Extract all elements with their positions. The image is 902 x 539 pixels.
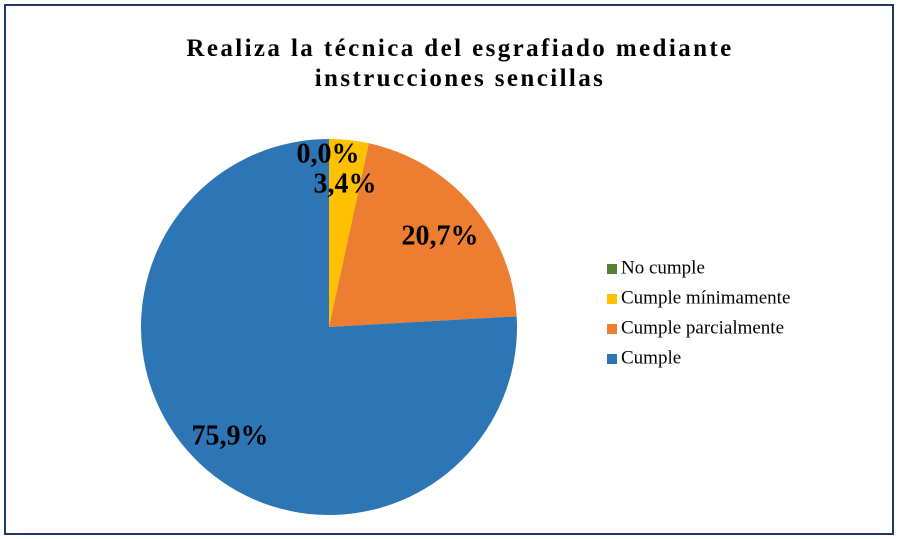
- legend-swatch: [607, 294, 617, 304]
- data-label: 3,4%: [314, 168, 377, 199]
- data-label: 75,9%: [192, 420, 269, 451]
- legend-label: No cumple: [621, 257, 705, 278]
- pie-slice: [329, 139, 369, 327]
- pie-slice: [140, 139, 517, 516]
- data-label: 20,7%: [402, 220, 479, 251]
- pie-slice: [329, 143, 517, 327]
- data-label: 0,0%: [297, 138, 360, 169]
- legend-label: Cumple mínimamente: [621, 287, 790, 308]
- legend-label: Cumple: [621, 347, 681, 368]
- legend-swatch: [607, 354, 617, 364]
- legend-swatch: [607, 324, 617, 334]
- chart-frame: [4, 4, 894, 535]
- chart-title: Realiza la técnica del esgrafiado median…: [186, 35, 734, 92]
- legend-label: Cumple parcialmente: [621, 317, 784, 338]
- legend-swatch: [607, 264, 617, 274]
